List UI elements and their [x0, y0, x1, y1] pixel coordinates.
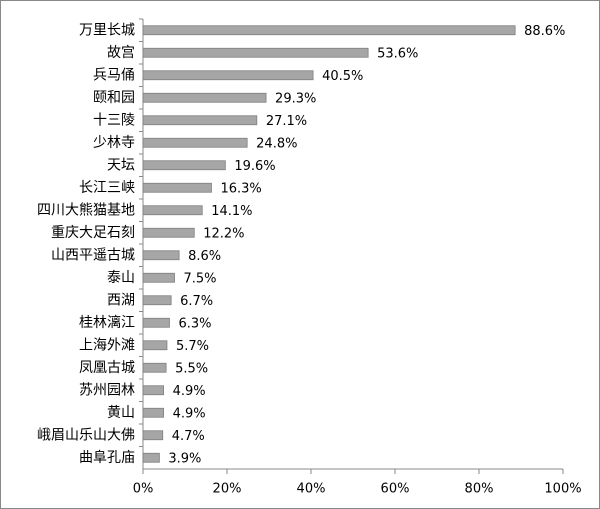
data-label: 16.3% [220, 181, 261, 196]
y-tick-label: 长江三峡 [79, 180, 135, 196]
data-label: 7.5% [184, 271, 217, 286]
y-tick-label: 曲阜孔庙 [79, 449, 135, 466]
y-tick-label: 苏州园林 [79, 382, 135, 398]
y-tick-label: 峨眉山乐山大佛 [37, 427, 135, 443]
y-tick-label: 故宫 [107, 45, 135, 61]
data-label: 27.1% [266, 114, 307, 129]
data-label: 40.5% [322, 69, 363, 84]
data-label: 24.8% [256, 136, 297, 151]
data-label: 8.6% [188, 249, 221, 264]
y-tick-label: 黄山 [107, 404, 135, 421]
y-tick-label: 天坛 [107, 157, 135, 173]
bar [142, 317, 170, 328]
y-tick-label: 四川大熊猫基地 [37, 201, 135, 218]
bar [142, 227, 195, 238]
y-tick-label: 凤凰古城 [79, 360, 135, 376]
bar [142, 182, 212, 193]
bar [142, 385, 164, 396]
bar [142, 362, 167, 373]
bar [142, 137, 248, 148]
y-tick-label: 颐和园 [93, 90, 135, 106]
data-label: 4.9% [173, 384, 206, 399]
bar [142, 340, 168, 351]
y-tick-label: 少林寺 [93, 135, 135, 151]
bar [142, 250, 180, 261]
bar [142, 295, 172, 306]
bar [142, 205, 203, 216]
x-tick-label: 40% [297, 482, 326, 497]
y-tick-label: 泰山 [107, 270, 135, 286]
y-tick-label: 重庆大足石刻 [51, 225, 135, 241]
y-tick-label: 十三陵 [93, 112, 135, 128]
y-tick-label: 上海外滩 [79, 337, 135, 353]
data-label: 4.7% [172, 429, 205, 444]
x-tick-label: 20% [213, 482, 242, 497]
data-label: 4.9% [173, 406, 206, 421]
data-label: 3.9% [168, 451, 201, 466]
y-tick-label: 山西平遥古城 [51, 247, 135, 263]
bar [142, 92, 267, 103]
bar [142, 430, 164, 441]
data-label: 53.6% [377, 46, 418, 61]
data-label: 12.2% [203, 226, 244, 241]
data-label: 88.6% [524, 24, 565, 39]
y-tick-label: 万里长城 [79, 22, 135, 38]
data-label: 6.3% [178, 316, 211, 331]
bar [142, 272, 175, 283]
x-tick-label: 100% [544, 482, 581, 497]
y-tick-label: 桂林漓江 [79, 314, 135, 331]
data-label: 29.3% [275, 91, 316, 106]
x-tick-label: 80% [465, 482, 494, 497]
data-label: 6.7% [180, 294, 213, 309]
bar [142, 407, 164, 418]
x-tick-label: 0% [133, 482, 154, 497]
y-tick-label: 西湖 [107, 292, 135, 308]
y-tick-label: 兵马俑 [93, 67, 135, 83]
bar [142, 47, 369, 58]
bar [142, 115, 258, 126]
bar [142, 160, 226, 171]
bar [142, 70, 314, 81]
bar [142, 452, 160, 463]
x-tick-label: 60% [381, 482, 410, 497]
data-label: 5.7% [176, 339, 209, 354]
data-label: 19.6% [234, 159, 275, 174]
data-label: 14.1% [211, 204, 252, 219]
data-label: 5.5% [175, 361, 208, 376]
bar [142, 25, 516, 36]
